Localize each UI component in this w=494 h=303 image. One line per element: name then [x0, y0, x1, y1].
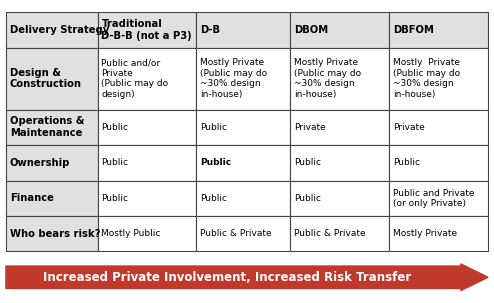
Text: Private: Private: [294, 123, 326, 132]
Bar: [290, 216, 389, 251]
Text: Public and Private
(or only Private): Public and Private (or only Private): [393, 188, 475, 208]
Text: Mostly Public: Mostly Public: [101, 229, 161, 238]
Bar: [197, 48, 290, 110]
Text: Mostly Private
(Public may do
~30% design
in-house): Mostly Private (Public may do ~30% desig…: [201, 58, 267, 99]
Bar: [6, 145, 97, 181]
Text: Mostly Private: Mostly Private: [393, 229, 457, 238]
Bar: [389, 216, 488, 251]
Text: Finance: Finance: [10, 193, 54, 203]
Text: Public: Public: [393, 158, 420, 167]
Bar: [389, 181, 488, 216]
Bar: [97, 12, 197, 48]
Bar: [197, 145, 290, 181]
Bar: [97, 181, 197, 216]
Text: Public: Public: [294, 194, 321, 203]
Text: Mostly Private
(Public may do
~30% design
in-house): Mostly Private (Public may do ~30% desig…: [294, 58, 362, 99]
Bar: [197, 216, 290, 251]
Text: Ownership: Ownership: [10, 158, 70, 168]
Bar: [389, 145, 488, 181]
Text: Public: Public: [201, 158, 232, 167]
Bar: [290, 48, 389, 110]
Bar: [389, 110, 488, 145]
Text: Public and/or
Private
(Public may do
design): Public and/or Private (Public may do des…: [101, 58, 168, 99]
Bar: [97, 110, 197, 145]
Bar: [290, 110, 389, 145]
Text: Traditional
D-B-B (not a P3): Traditional D-B-B (not a P3): [101, 19, 192, 41]
Text: Private: Private: [393, 123, 425, 132]
Text: Public & Private: Public & Private: [294, 229, 366, 238]
Text: Increased Private Involvement, Increased Risk Transfer: Increased Private Involvement, Increased…: [43, 271, 412, 284]
Bar: [290, 12, 389, 48]
Text: Public & Private: Public & Private: [201, 229, 272, 238]
Bar: [389, 12, 488, 48]
Text: DBOM: DBOM: [294, 25, 329, 35]
Text: Mostly  Private
(Public may do
~30% design
in-house): Mostly Private (Public may do ~30% desig…: [393, 58, 460, 99]
Bar: [6, 48, 97, 110]
Bar: [6, 110, 97, 145]
Bar: [97, 145, 197, 181]
Text: Public: Public: [294, 158, 321, 167]
Text: D-B: D-B: [201, 25, 220, 35]
Text: Public: Public: [201, 194, 227, 203]
Bar: [6, 216, 97, 251]
Bar: [290, 181, 389, 216]
Text: Operations &
Maintenance: Operations & Maintenance: [10, 116, 84, 138]
Text: DBFOM: DBFOM: [393, 25, 434, 35]
Bar: [197, 110, 290, 145]
Bar: [97, 216, 197, 251]
Bar: [97, 48, 197, 110]
Text: Public: Public: [101, 158, 128, 167]
Polygon shape: [6, 264, 488, 291]
Text: Design &
Construction: Design & Construction: [10, 68, 82, 89]
Text: Public: Public: [201, 123, 227, 132]
Bar: [6, 12, 97, 48]
Text: Public: Public: [101, 194, 128, 203]
Bar: [197, 12, 290, 48]
Text: Delivery Strategy: Delivery Strategy: [10, 25, 109, 35]
Bar: [6, 181, 97, 216]
Bar: [290, 145, 389, 181]
Bar: [197, 181, 290, 216]
Bar: [389, 48, 488, 110]
Text: Who bears risk?: Who bears risk?: [10, 229, 100, 239]
Text: Public: Public: [101, 123, 128, 132]
